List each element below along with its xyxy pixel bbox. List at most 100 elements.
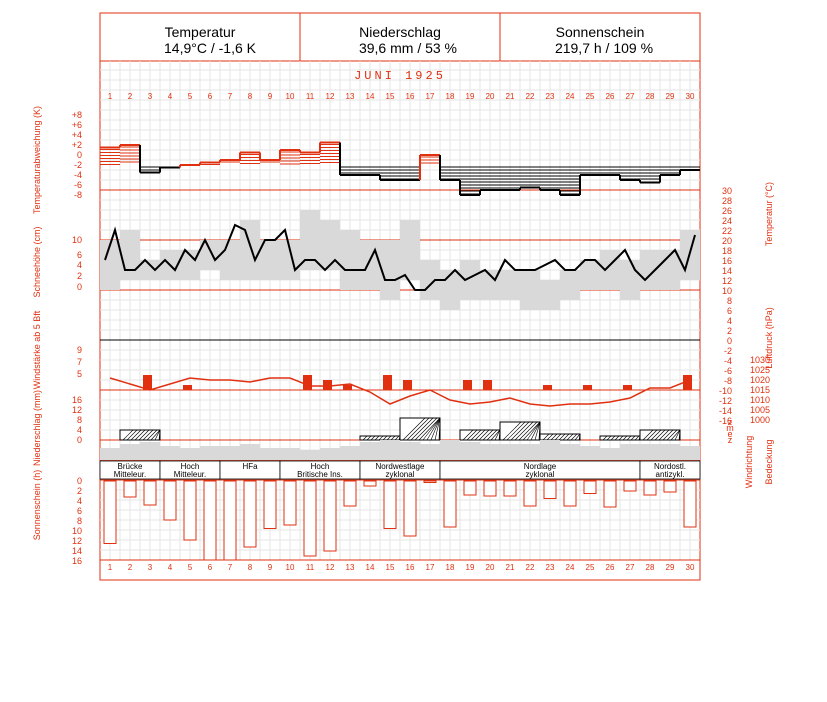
- weather-type-line1: Nordwestlage: [376, 462, 425, 471]
- sunshine-bar: [263, 480, 277, 529]
- tick-temp-right: 16: [722, 256, 732, 266]
- sunshine-bar: [523, 480, 537, 507]
- day-numbers-top: 1 2 3 4 5 6 7 8 9 10 11 12 13 14 15 16 17 18 19 20 21 22 23 24 2…: [108, 92, 695, 101]
- cloud-day: [560, 444, 580, 460]
- precip-hatch: [130, 429, 142, 441]
- cloud-cover-band: [100, 440, 700, 460]
- tick-snow: 2: [77, 271, 82, 281]
- temp-band-day: [100, 240, 120, 290]
- weather-type-line2: zyklonal: [386, 470, 415, 479]
- weather-type-line2: Mitteleur.: [114, 470, 146, 479]
- tick-precip: 0: [77, 435, 82, 445]
- precip-hatch: [422, 417, 441, 441]
- temp-band-day: [260, 240, 280, 280]
- tick-pressure: 1020: [750, 375, 770, 385]
- temp-band-day: [640, 250, 660, 290]
- precip-hatch: [570, 433, 578, 441]
- day-number: 23: [546, 92, 555, 101]
- temp-band-day: [460, 260, 480, 300]
- tick-temp-dev: +8: [72, 110, 82, 120]
- day-number: 15: [386, 563, 395, 572]
- precip-hatch: [378, 435, 384, 441]
- cloud-day: [480, 444, 500, 460]
- sunshine-bar: [503, 480, 517, 497]
- day-number: 13: [346, 563, 355, 572]
- day-number: 20: [486, 92, 495, 101]
- day-number: 17: [426, 563, 435, 572]
- tick-temp-right: -6: [724, 366, 732, 376]
- day-number: 21: [506, 92, 515, 101]
- wind-bar: [543, 385, 552, 390]
- weather-type-line2: zyklonal: [526, 470, 555, 479]
- day-number: 4: [168, 92, 173, 101]
- day-number: 3: [148, 92, 153, 101]
- tick-temp-right: 4: [727, 316, 732, 326]
- month-label: JUNI 1925: [354, 69, 446, 83]
- day-number: 23: [546, 563, 555, 572]
- tick-pressure: 1005: [750, 405, 770, 415]
- day-number: 14: [366, 92, 375, 101]
- chart-frame: [99, 12, 701, 581]
- day-number: 9: [268, 92, 273, 101]
- sun-title: Sonnenschein: [556, 24, 645, 40]
- pressure-line: [109, 377, 691, 407]
- precip-hatch: [650, 429, 662, 441]
- cloud-day: [240, 444, 260, 460]
- cloud-day: [500, 444, 520, 460]
- wind-bar: [383, 375, 392, 390]
- precip-hatch: [614, 435, 620, 441]
- label-sun: Sonnenschein (h): [32, 470, 42, 541]
- day-number: 15: [386, 92, 395, 101]
- weather-type-line1: Nordlage: [524, 462, 557, 471]
- day-number: 27: [626, 92, 635, 101]
- precip-hatch: [602, 435, 608, 441]
- cloud-day: [660, 444, 680, 460]
- precip-hatch: [518, 421, 538, 441]
- tick-sun: 12: [72, 536, 82, 546]
- day-number: 24: [566, 563, 575, 572]
- weather-type-line1: Hoch: [181, 462, 200, 471]
- sunshine-bar: [343, 480, 357, 507]
- precip-hatch: [642, 429, 654, 441]
- tick-temp-right: 28: [722, 196, 732, 206]
- precip-hatch: [538, 421, 541, 441]
- temp-band-day: [240, 220, 260, 280]
- temp-band-day: [180, 250, 200, 280]
- tick-precip: 12: [72, 405, 82, 415]
- cloud-day: [680, 446, 700, 460]
- precip-hatch: [122, 429, 134, 441]
- precip-hatch: [666, 429, 678, 441]
- wind-bar: [403, 380, 412, 390]
- sunshine-bar: [643, 480, 657, 496]
- sunshine-bar: [663, 480, 677, 493]
- temp-band-day: [540, 280, 560, 310]
- tick-pressure: 1015: [750, 385, 770, 395]
- wind-bar: [583, 385, 592, 390]
- tick-temp-dev: 0: [77, 150, 82, 160]
- tick-wind: 5: [77, 369, 82, 379]
- day-number: 5: [188, 92, 193, 101]
- wind-bar: [323, 380, 332, 390]
- sunshine-bar: [443, 480, 457, 528]
- tick-temp-right: 18: [722, 246, 732, 256]
- sunshine-bar: [323, 480, 337, 552]
- precip-hatch: [502, 421, 522, 441]
- tick-snow: 6: [77, 250, 82, 260]
- temp-band-day: [120, 230, 140, 280]
- sunshine-bar: [183, 480, 197, 541]
- day-number: 25: [586, 563, 595, 572]
- precip-hatch: [606, 435, 612, 441]
- wind-bar: [683, 375, 692, 390]
- cloud-day: [220, 446, 240, 460]
- sunshine-bar: [583, 480, 597, 494]
- day-number: 13: [346, 92, 355, 101]
- precip-hatch: [382, 435, 388, 441]
- tick-temp-right: -2: [724, 346, 732, 356]
- precip-hatch: [558, 433, 566, 441]
- day-number: 27: [626, 563, 635, 572]
- precipitation-bars: [119, 417, 681, 441]
- day-number: 1: [108, 563, 113, 572]
- label-pressure: Luftdruck (hPa): [764, 307, 774, 369]
- day-number: 19: [466, 92, 475, 101]
